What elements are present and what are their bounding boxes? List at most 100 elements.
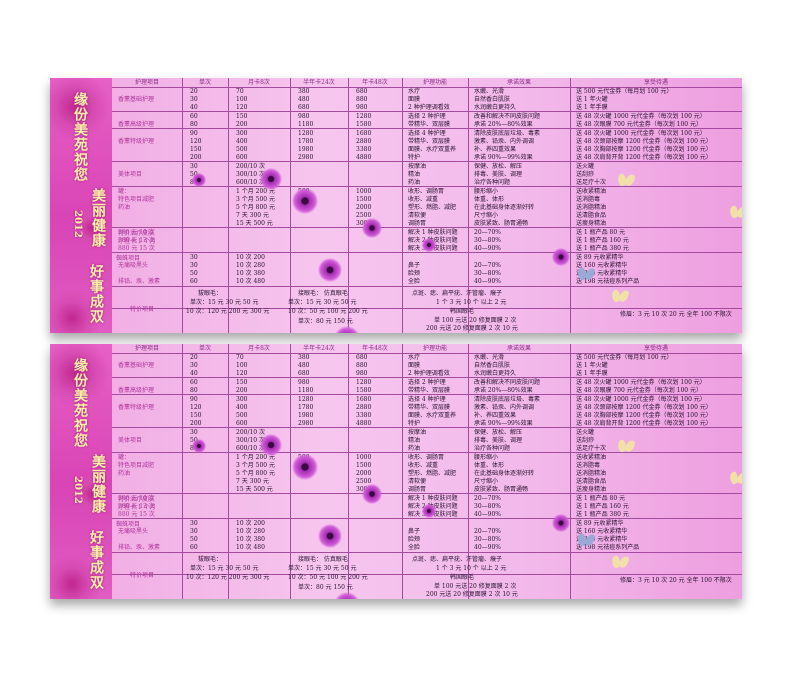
table-cell: 1680 [356, 130, 372, 137]
daisy-flower-icon [318, 524, 342, 548]
table-cell: 60 [190, 544, 198, 551]
price-table: 护理项目 单次 月卡8次 半年卡24次 年卡48次 护理功能 承诺效果 享受待遇 20 70 380… [112, 344, 742, 599]
table-cell: 380 [298, 88, 310, 95]
table-cell: 送 48 次胸部按摩 1200 代金券（每次划 100 元） [576, 146, 712, 153]
row-divider [112, 574, 742, 575]
table-cell: 面膜、水疗双重养 [408, 146, 457, 153]
table-cell: 1 个月 200 元 [236, 454, 275, 461]
row-label: 特色项目减肥 [118, 462, 155, 469]
table-cell: 500 [236, 412, 248, 419]
table-cell: 排毒、美肤、调理 [474, 171, 523, 178]
table-cell: 皮肤紧致、肠胃通畅 [474, 220, 529, 227]
table-cell: 2500 [356, 478, 372, 485]
table-cell: 送 48 次胸部按摩 1200 代金券（每次划 100 元） [576, 412, 712, 419]
table-cell: 1980 [298, 412, 314, 419]
footer-text: 修眉：3 元 10 次 20 元 全年 100 不限次 [620, 311, 732, 318]
table-cell: 15 天 500 元 [236, 486, 273, 493]
row-divider [112, 427, 742, 428]
table-cell: 200 [236, 387, 248, 394]
footer-text: 200 元送 20 修复面膜 2 次 10 元 [426, 591, 518, 598]
table-cell: 20—70% [474, 229, 501, 236]
table-cell: 治疗各种问题 [474, 179, 511, 186]
table-cell: 90 [190, 396, 198, 403]
table-cell: 40 [190, 370, 198, 377]
table-cell: 150 [236, 379, 248, 386]
daisy-flower-icon [260, 434, 282, 456]
daisy-flower-icon [422, 504, 436, 518]
table-cell: 送 48 次火罐 1000 元代金券（每次划 100 元） [576, 113, 706, 120]
table-cell: 3380 [356, 146, 372, 153]
daisy-flower-icon [552, 514, 570, 532]
table-cell: 150 [236, 113, 248, 120]
row-label: 美体项目 [118, 437, 143, 444]
column-divider [402, 78, 403, 333]
column-divider [182, 344, 183, 599]
health-text: 美丽健康 [90, 188, 106, 248]
table-cell: 送 1 瓶产品 160 元 [576, 503, 629, 510]
column-divider [290, 78, 291, 333]
row-label: 排铅、汞、激素 [118, 544, 161, 551]
table-cell: 治疗各种问题 [474, 445, 511, 452]
table-cell: 880 [356, 362, 368, 369]
row-divider [112, 227, 742, 228]
table-cell: 清软便 [408, 212, 427, 219]
footer-text: 接眼毛： 仿真眼毛 [298, 556, 348, 563]
row-label: 特价项目 [130, 306, 155, 313]
table-cell: 激素、铅汞、内外调调 [474, 404, 535, 411]
table-cell: 承诺 20%—80%效果 [474, 387, 533, 394]
table-cell: 880 [356, 96, 368, 103]
column-header: 年卡48次 [362, 345, 388, 352]
table-cell: 10 次 280 [236, 528, 265, 535]
table-cell: 面膜 [408, 96, 421, 103]
daisy-flower-icon [422, 238, 436, 252]
table-cell: 980 [356, 370, 368, 377]
side-banner: 缘份美苑祝您 2012 美丽健康 好事成双 [50, 344, 112, 599]
daisy-flower-icon [552, 248, 570, 266]
column-divider [468, 344, 469, 599]
table-cell: 承诺 90%—99%效果 [474, 154, 533, 161]
footer-text: 单 100 元送 20 修复面膜 2 次 [434, 317, 517, 324]
footer-text: 10 次：50 元 100 元 200 元 [288, 574, 368, 581]
footer-text: 修眉：3 元 10 次 20 元 全年 100 不限次 [620, 577, 732, 584]
table-cell: 送 1 年火罐 [576, 362, 608, 369]
table-cell: 5 个月 800 元 [236, 470, 275, 477]
table-cell: 2000 [356, 204, 372, 211]
luck-text: 好事成双 [88, 530, 104, 590]
table-cell: 鼻子 [408, 262, 421, 269]
table-cell: 补、养四重效果 [474, 146, 517, 153]
column-divider [348, 344, 349, 599]
footer-text: 单次：15 元 30 元 50 元 [288, 565, 357, 572]
daisy-flower-icon [192, 439, 206, 453]
year-text: 2012 [72, 210, 83, 238]
butterfly-icon [618, 174, 634, 188]
table-cell: 脸颊 [408, 270, 421, 277]
table-cell: 送 280 元收紧精华 [576, 536, 628, 543]
table-cell: 100 [236, 362, 248, 369]
row-label: 药油 [118, 204, 131, 211]
table-cell: 80 [190, 121, 198, 128]
footer-text: 10 次：50 元 100 元 200 元 [288, 308, 368, 315]
table-cell: 10 次 200 [236, 254, 265, 261]
footer-text: 单次：80 元 150 元 [298, 584, 353, 591]
table-cell: 特护 [408, 154, 421, 161]
footer-text: 单 100 元送 20 修复面膜 2 次 [434, 583, 517, 590]
butterfly-icon [618, 440, 634, 454]
table-cell: 2500 [356, 212, 372, 219]
footer-text: 10 次：120 元 200 元 300 元 [186, 308, 270, 315]
daisy-flower-icon [260, 168, 282, 190]
row-label: 药油 [118, 470, 131, 477]
table-cell: 2980 [298, 420, 314, 427]
footer-text: 单次：15 元 30 元 50 元 [190, 565, 259, 572]
table-cell: 60 [190, 113, 198, 120]
column-divider [182, 78, 183, 333]
table-cell: 送 48 次火罐 1000 元代金券（每次划 100 元） [576, 396, 706, 403]
table-cell: 1500 [356, 462, 372, 469]
table-cell: 1000 [356, 188, 372, 195]
table-cell: 送 1 瓶产品 380 元 [576, 245, 629, 252]
table-cell: 300 [236, 130, 248, 137]
table-cell: 收形、调肠胃 [408, 188, 445, 195]
table-cell: 200/10 次 [236, 163, 266, 170]
table-cell: 收形、减重 [408, 462, 439, 469]
butterfly-icon [730, 472, 742, 486]
row-label: 香薰基础护理 [118, 362, 155, 369]
